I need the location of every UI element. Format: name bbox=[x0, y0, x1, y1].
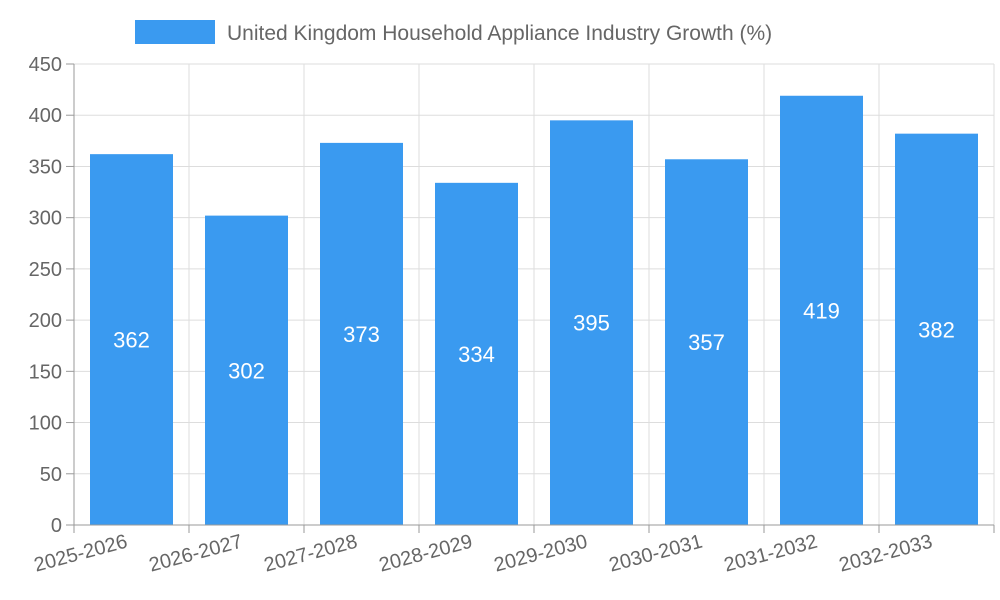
y-tick-label: 150 bbox=[29, 361, 62, 383]
x-tick-label: 2029-2030 bbox=[492, 531, 590, 577]
data-label: 302 bbox=[228, 358, 265, 383]
y-tick-label: 50 bbox=[40, 464, 62, 486]
x-tick-label: 2032-2033 bbox=[837, 531, 935, 577]
data-label: 382 bbox=[918, 317, 955, 342]
y-tick-label: 0 bbox=[51, 515, 62, 537]
data-label: 362 bbox=[113, 328, 150, 353]
legend-label: United Kingdom Household Appliance Indus… bbox=[227, 22, 772, 45]
bar bbox=[320, 142, 403, 526]
y-tick-label: 100 bbox=[29, 413, 62, 435]
bar bbox=[665, 159, 748, 526]
bar bbox=[550, 120, 633, 525]
x-tick-label: 2031-2032 bbox=[722, 531, 820, 577]
x-tick-label: 2025-2026 bbox=[32, 531, 130, 577]
bar bbox=[205, 215, 288, 525]
data-label: 334 bbox=[458, 342, 495, 367]
x-tick-label: 2028-2029 bbox=[377, 531, 475, 577]
data-labels: 362 302 373 334 395 357 419 382 bbox=[113, 298, 955, 383]
legend-swatch bbox=[135, 20, 215, 44]
y-tick-label: 450 bbox=[29, 54, 62, 76]
bar bbox=[780, 95, 863, 525]
bar bbox=[90, 154, 173, 525]
legend[interactable]: United Kingdom Household Appliance Indus… bbox=[135, 20, 772, 45]
data-label: 357 bbox=[688, 330, 725, 355]
bar bbox=[435, 182, 518, 525]
y-tick-label: 350 bbox=[29, 156, 62, 178]
y-tick-label: 300 bbox=[29, 208, 62, 230]
data-label: 395 bbox=[573, 311, 610, 336]
x-axis-ticks: 2025-2026 2026-2027 2027-2028 2028-2029 2029… bbox=[32, 525, 995, 577]
bar bbox=[895, 133, 978, 525]
y-tick-label: 250 bbox=[29, 259, 62, 281]
bars bbox=[90, 95, 978, 526]
x-tick-label: 2030-2031 bbox=[607, 531, 705, 577]
x-tick-label: 2026-2027 bbox=[147, 531, 245, 577]
y-tick-label: 200 bbox=[29, 310, 62, 332]
y-tick-label: 400 bbox=[29, 105, 62, 127]
data-label: 419 bbox=[803, 298, 840, 323]
y-axis-ticks: 0 50 100 150 200 250 300 350 400 450 bbox=[29, 54, 74, 537]
data-label: 373 bbox=[343, 322, 380, 347]
x-tick-label: 2027-2028 bbox=[262, 531, 360, 577]
